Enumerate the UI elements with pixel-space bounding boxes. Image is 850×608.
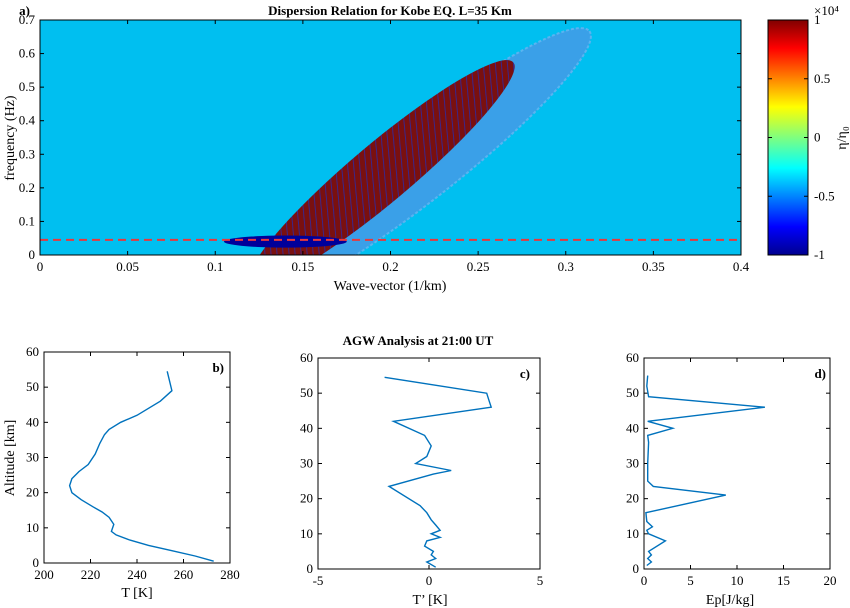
y-tick-label: 0 xyxy=(29,247,36,262)
panel-b-axes-box xyxy=(43,351,231,564)
panel-c-xlabel: T’ [K] xyxy=(412,593,447,608)
x-tick-label: 5 xyxy=(687,573,694,588)
x-tick-label: 15 xyxy=(777,573,790,588)
x-tick-label: 0.25 xyxy=(467,259,490,274)
x-tick-label: 0.15 xyxy=(292,259,315,274)
colorbar-tick-label: 0 xyxy=(814,130,821,145)
panel-c: AGW Analysis at 21:00 UT -5 0 501020304050… xyxy=(300,333,543,608)
y-tick-label: 10 xyxy=(26,520,39,535)
x-tick-label: 0.1 xyxy=(207,259,223,274)
y-tick-label: 0.5 xyxy=(19,79,35,94)
x-tick-label: 0.3 xyxy=(558,259,574,274)
x-tick-label: 5 xyxy=(537,573,544,588)
panel-a-xlabel: Wave-vector (1/km) xyxy=(334,279,447,294)
panel-b-axes: 200 220 240 260 280 0 10 20 30 40 50 60 xyxy=(26,344,240,582)
x-tick-label: 0.4 xyxy=(733,259,750,274)
panel-d: 0 5 10 15 20 0 10 20 30 40 50 60 d) Ep[J/kg] xyxy=(626,350,837,608)
panel-a-label: a) xyxy=(19,3,30,18)
x-tick-label: 200 xyxy=(34,567,54,582)
y-tick-label: 50 xyxy=(626,385,639,400)
colorbar-ticks: -1 -0.5 0 0.5 1 xyxy=(768,12,835,262)
panel-d-axes: 0 5 10 15 20 0 10 20 30 40 50 60 xyxy=(626,350,837,588)
panel-b: 200 220 240 260 280 0 10 20 30 40 50 60 b) T [K] Al… xyxy=(3,344,240,601)
y-tick-label: 0.3 xyxy=(19,146,35,161)
y-tick-label: 60 xyxy=(626,350,639,365)
y-tick-label: 0.7 xyxy=(19,12,36,27)
x-tick-label: 0.2 xyxy=(382,259,398,274)
panel-d-label: d) xyxy=(814,366,826,381)
x-tick-label: 260 xyxy=(174,567,194,582)
colorbar-tick-label: -1 xyxy=(814,247,825,262)
x-tick-label: 0 xyxy=(37,259,44,274)
y-tick-label: 0 xyxy=(633,561,640,576)
y-tick-label: 60 xyxy=(26,344,39,359)
panel-c-label: c) xyxy=(520,366,530,381)
x-tick-label: 280 xyxy=(220,567,240,582)
x-tick-label: 220 xyxy=(81,567,101,582)
x-tick-label: 10 xyxy=(731,573,744,588)
panel-c-axes-box xyxy=(317,357,541,570)
panel-a-title: Dispersion Relation for Kobe EQ. L=35 Km xyxy=(268,3,512,18)
y-tick-label: 0 xyxy=(33,555,40,570)
panel-a-ylabel: frequency (Hz) xyxy=(3,95,18,180)
y-tick-label: 30 xyxy=(626,456,639,471)
y-tick-label: 50 xyxy=(26,379,39,394)
panel-a-axes: 0 0.05 0.1 0.15 0.2 0.25 0.3 0.35 0.4 0 0.1 0.2 0.3 0… xyxy=(19,12,750,274)
y-tick-label: 30 xyxy=(26,450,39,465)
panel-d-energy-line xyxy=(645,375,765,567)
colorbar-exponent: ×10⁴ xyxy=(814,3,839,18)
x-tick-label: 0 xyxy=(426,573,433,588)
panel-b-label: b) xyxy=(212,360,224,375)
panel-b-ylabel: Altitude [km] xyxy=(3,420,18,497)
y-tick-label: 20 xyxy=(626,491,639,506)
y-tick-label: 30 xyxy=(300,456,313,471)
panel-b-xlabel: T [K] xyxy=(121,586,152,601)
heatmap-trough-region xyxy=(224,235,347,248)
y-tick-label: 20 xyxy=(26,485,39,500)
colorbar-label: η/η₀ xyxy=(835,126,850,150)
y-tick-label: 60 xyxy=(300,350,313,365)
y-tick-label: 0 xyxy=(307,561,314,576)
x-tick-label: 240 xyxy=(127,567,147,582)
y-tick-label: 40 xyxy=(626,420,639,435)
heatmap-plot-area xyxy=(40,20,741,255)
colorbar-tick-label: 1 xyxy=(814,12,821,27)
colorbar xyxy=(767,19,809,256)
x-tick-label: 0.05 xyxy=(116,259,139,274)
x-tick-label: 20 xyxy=(824,573,837,588)
y-tick-label: 20 xyxy=(300,491,313,506)
y-tick-label: 10 xyxy=(626,526,639,541)
colorbar-tick-label: 0.5 xyxy=(814,71,830,86)
panel-c-perturbation-line xyxy=(384,376,493,568)
x-tick-label: 0 xyxy=(641,573,648,588)
panel-d-axes-box xyxy=(643,357,831,570)
y-tick-label: 40 xyxy=(300,420,313,435)
y-tick-label: 0.4 xyxy=(19,113,36,128)
y-tick-label: 50 xyxy=(300,385,313,400)
heatmap-core-region xyxy=(248,60,515,255)
x-tick-label: -5 xyxy=(313,573,324,588)
panel-d-xlabel: Ep[J/kg] xyxy=(706,593,754,608)
panel-c-title: AGW Analysis at 21:00 UT xyxy=(343,333,494,348)
y-tick-label: 40 xyxy=(26,414,39,429)
x-tick-label: 0.35 xyxy=(642,259,665,274)
colorbar-tick-label: -0.5 xyxy=(814,188,835,203)
y-tick-label: 0.2 xyxy=(19,180,35,195)
y-tick-label: 0.6 xyxy=(19,46,36,61)
panel-b-temperature-line xyxy=(68,371,214,562)
y-tick-label: 10 xyxy=(300,526,313,541)
panel-a: Dispersion Relation for Kobe EQ. L=35 Km… xyxy=(3,3,850,294)
y-tick-label: 0.1 xyxy=(19,213,35,228)
